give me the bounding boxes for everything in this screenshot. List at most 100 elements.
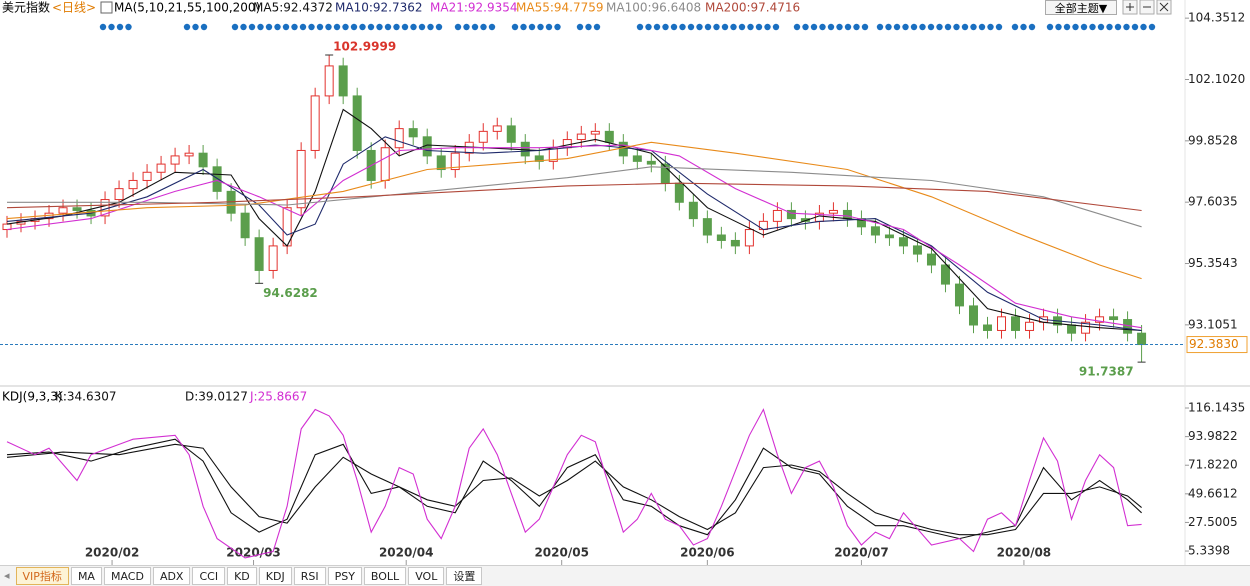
signal-dot [696,23,703,31]
candle-body [716,234,726,241]
indicator-tabs: ◂ VIP指标 MA MACD ADX CCI KD KDJ RSI PSY BOLL VOL 设置 [0,565,1250,586]
indicator-tab[interactable]: 设置 [446,567,483,585]
signal-dot [910,23,918,31]
signal-dot [1080,23,1088,31]
signal-dot [730,23,737,31]
signal-dot [893,23,901,31]
candle-body [1025,321,1035,331]
annotation: 91.7387 [1079,365,1134,379]
signal-dot [418,23,426,31]
signal-dot [1020,23,1027,31]
y-tick-label: 71.8220 [1188,458,1238,472]
signal-dot [819,23,826,31]
signal-dot [480,23,487,31]
signal-dot [1114,23,1122,31]
legend-entry: MA10:92.7362 [335,1,423,15]
candle-body [744,229,754,247]
signal-dot [585,23,592,31]
series-line [6,443,1142,536]
signal-dot [410,23,417,31]
signal-dot [257,23,264,31]
candle-body [1137,332,1147,346]
y-tick-label: 93.9822 [1188,429,1238,443]
signal-dot [738,23,746,31]
candle-body [380,147,390,181]
indicator-tab[interactable]: PSY [327,567,362,585]
signal-dot [183,23,191,31]
y-tick-label: 49.6612 [1188,486,1238,500]
indicator-tab[interactable]: MA [70,567,102,585]
signal-dot [827,23,835,31]
signal-dot [528,23,536,31]
candle-body [884,234,894,239]
candle-body [72,207,82,211]
indicator-tab[interactable]: RSI [293,567,326,585]
signal-dot [653,23,661,31]
series-line [6,408,1142,559]
signal-dot [427,23,434,31]
candle-body [632,155,642,162]
signal-dot [721,23,729,31]
indicator-tab[interactable]: BOLL [363,567,407,585]
candle-body [856,218,866,228]
signal-dot [713,23,720,31]
tabs-arrow[interactable]: ◂ [4,569,10,582]
y-tick-label: 5.3398 [1188,544,1230,558]
signal-dot [927,23,935,31]
candle-body [408,128,418,138]
indicator-tab[interactable]: VOL [408,567,445,585]
signal-dot [291,23,298,31]
candle-body [1095,316,1105,323]
series-line [6,144,1142,329]
y-tick-label: 93.1051 [1188,317,1238,331]
signal-dot [978,23,986,31]
y-tick-label: 95.3543 [1188,256,1238,270]
x-tick-label: 2020/07 [834,546,888,560]
signal-dot [944,23,952,31]
signal-dot [359,23,366,31]
signal-dot [1011,23,1019,31]
y-tick-label: 27.5005 [1188,515,1238,529]
legend-entry: MA55:94.7759 [516,1,604,15]
candle-body [352,95,362,151]
indicator-tab[interactable]: ADX [152,567,191,585]
candle-body [296,149,306,209]
series-line [7,166,1142,228]
y-tick-label: 99.8528 [1188,133,1238,147]
signal-dot [810,23,818,31]
indicator-tab[interactable]: VIP指标 [15,567,69,585]
signal-dot [1131,23,1139,31]
candle-body [997,316,1007,331]
candle-body [772,209,782,222]
candle-body [58,207,68,214]
candle-body [114,188,124,201]
signal-dot [876,23,884,31]
candle-body [240,212,250,239]
candle-body [450,152,460,171]
theme-button[interactable]: 全部主题▼ [1045,0,1117,15]
x-tick-label: 2020/04 [379,546,433,560]
last-price-label: 92.3830 [1189,337,1239,351]
signal-dot [987,23,994,31]
indicator-tab[interactable]: KD [227,567,257,585]
candle-body [310,95,320,151]
kdj-title: KDJ(9,3,3) [2,390,63,404]
signal-dot [248,23,256,31]
signal-dot [192,23,199,31]
chart-title: 美元指数 [2,0,50,15]
legend-entry: D:39.0127 [185,390,248,404]
candle-body [324,65,334,97]
candle-body [842,209,852,220]
candle-body [576,133,586,141]
signal-dot [393,23,400,31]
signal-dot [755,23,763,31]
indicator-tab[interactable]: CCI [192,567,226,585]
series-line [6,438,1142,540]
signal-dot [1106,23,1113,31]
chart: 美元指数 <日线> MA(5,10,21,55,100,200) KDJ(9,3… [0,0,1250,566]
candle-body [436,155,446,171]
indicator-tab[interactable]: MACD [103,567,151,585]
indicator-tab[interactable]: KDJ [258,567,292,585]
signal-dot [125,23,132,31]
